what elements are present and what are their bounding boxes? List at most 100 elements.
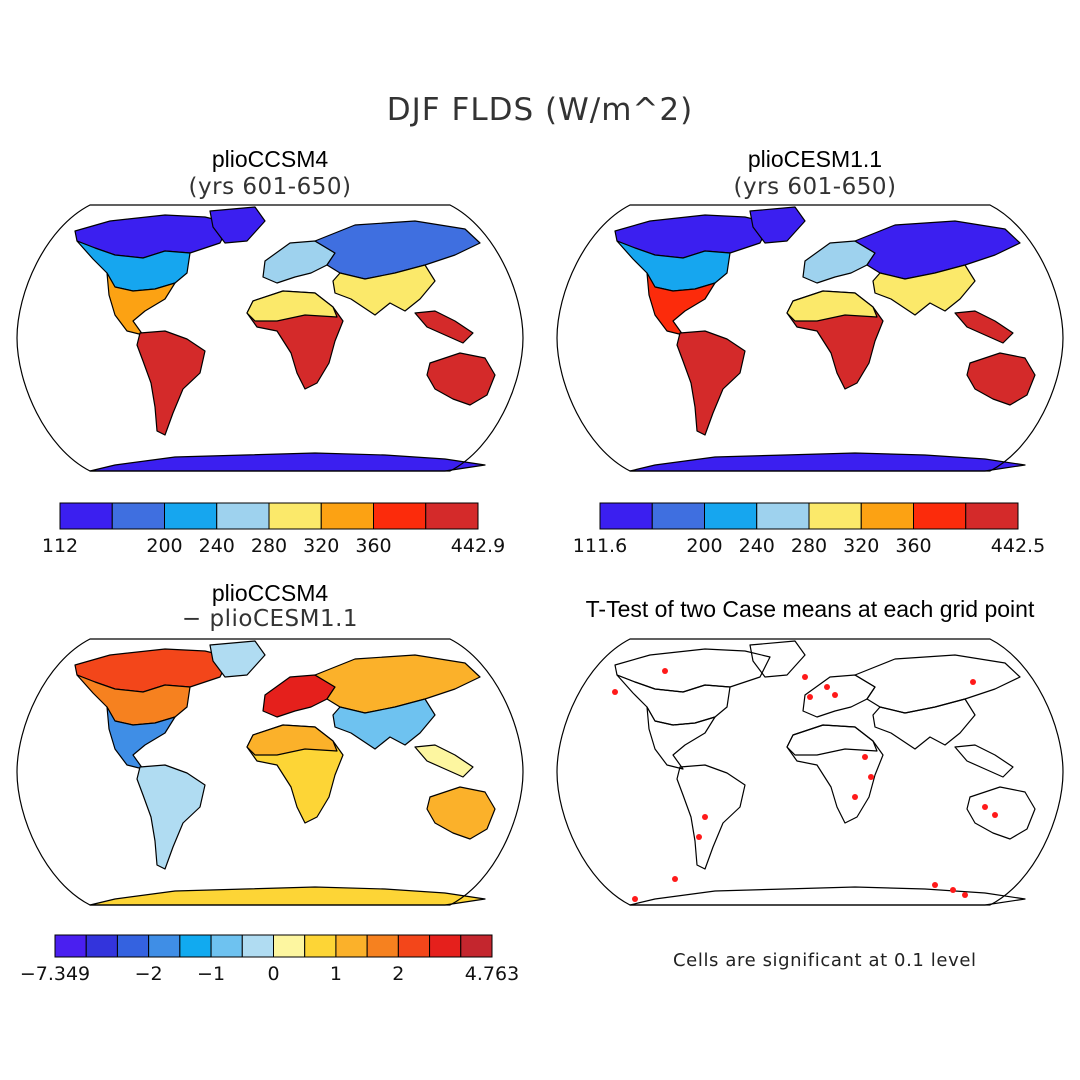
region-asia_south: [872, 264, 976, 316]
colorbar-tick-label: 200: [146, 535, 183, 557]
region-seasia: [954, 744, 1014, 778]
panel2-subtitle: (yrs 601-650): [733, 174, 897, 200]
colorbar-swatch: [210, 934, 243, 958]
significant-cell: [992, 812, 998, 818]
significant-cell: [832, 692, 838, 698]
significant-cell: [862, 754, 868, 760]
region-namerica_south: [106, 272, 176, 336]
region-europe: [262, 240, 336, 284]
colorbar-swatch: [366, 934, 399, 958]
colorbar-2: 111.6 200 240 280 320 360 442.5: [573, 502, 1045, 563]
region-namerica_south: [646, 706, 716, 770]
colorbar-1-swatches: [59, 502, 479, 530]
colorbar-swatch: [599, 502, 653, 530]
region-samerica: [676, 764, 746, 870]
colorbar-swatch: [273, 934, 306, 958]
colorbar-swatch: [913, 502, 967, 530]
significant-cell: [824, 684, 830, 690]
colorbar-swatch: [59, 502, 113, 530]
significant-cell: [962, 892, 968, 898]
significant-cell: [852, 794, 858, 800]
colorbar-swatch: [860, 502, 914, 530]
significant-cell: [612, 689, 618, 695]
region-europe: [802, 240, 876, 284]
region-africa_north: [246, 290, 338, 322]
region-africa_north: [786, 724, 878, 756]
colorbar-tick-label: 111.6: [572, 535, 628, 557]
colorbar-swatch: [320, 502, 374, 530]
region-australia: [426, 786, 496, 840]
colorbar-2-swatches: [599, 502, 1019, 530]
significant-cell: [868, 774, 874, 780]
map-panel-4: [556, 638, 1064, 906]
colorbar-swatch: [335, 934, 368, 958]
colorbar-swatch: [241, 934, 275, 958]
colorbar-1-labels: 112 200 240 280 320 360 442.9: [42, 535, 505, 559]
colorbar-tick-label: 112: [41, 535, 79, 557]
colorbar-swatch: [460, 934, 493, 958]
significant-cell: [802, 674, 808, 680]
significant-cell: [950, 887, 956, 893]
colorbar-swatch: [116, 934, 150, 958]
significant-cell: [672, 876, 678, 882]
region-seasia: [414, 744, 474, 778]
significant-cell: [932, 882, 938, 888]
map-panel-1: [16, 204, 524, 472]
colorbar-tick-label: 1: [329, 963, 342, 985]
colorbar-swatch: [965, 502, 1019, 530]
region-seasia: [954, 310, 1014, 344]
colorbar-3: −7.349 −2 −1 0 1 2 4.763: [20, 934, 519, 995]
region-seasia: [414, 310, 474, 344]
colorbar-tick-label: −7.349: [19, 963, 91, 985]
region-greenland: [749, 206, 806, 244]
colorbar-swatch: [179, 934, 212, 958]
region-greenland: [209, 206, 266, 244]
significant-cell: [807, 694, 813, 700]
map-panel-3: [16, 638, 524, 906]
colorbar-tick-label: 320: [843, 535, 880, 557]
colorbar-2-labels: 111.6 200 240 280 320 360 442.5: [573, 535, 1045, 559]
colorbar-swatch: [373, 502, 427, 530]
colorbar-swatch: [111, 502, 165, 530]
region-australia: [966, 352, 1036, 406]
panel3-title: plioCCSM4: [211, 580, 329, 606]
colorbar-tick-label: 200: [686, 535, 723, 557]
colorbar-swatch: [397, 934, 431, 958]
figure-title: DJF FLDS (W/m^2): [386, 92, 694, 128]
colorbar-swatch: [704, 502, 758, 530]
significant-cell: [662, 668, 668, 674]
region-samerica: [136, 330, 206, 436]
panel1-subtitle: (yrs 601-650): [188, 174, 352, 200]
colorbar-tick-label: 240: [198, 535, 235, 557]
significant-cell: [702, 814, 708, 820]
panel1-title: plioCCSM4: [211, 146, 329, 172]
panel2-title: plioCESM1.1: [747, 146, 883, 172]
significant-cell: [970, 679, 976, 685]
colorbar-tick-label: −1: [197, 963, 226, 985]
colorbar-swatch: [268, 502, 322, 530]
panel3-subtitle: − plioCESM1.1: [181, 606, 359, 632]
region-europe: [802, 674, 876, 718]
panel4-title: T-Test of two Case means at each grid po…: [585, 596, 1035, 622]
region-greenland: [749, 640, 806, 678]
colorbar-tick-label: 280: [790, 535, 828, 557]
colorbar-tick-label: 4.763: [464, 963, 520, 985]
region-australia: [966, 786, 1036, 840]
region-asia_south: [332, 264, 436, 316]
colorbar-swatch: [808, 502, 862, 530]
colorbar-3-labels: −7.349 −2 −1 0 1 2 4.763: [20, 963, 519, 987]
significant-cell: [982, 804, 988, 810]
colorbar-swatch: [148, 934, 181, 958]
region-asia_south: [332, 698, 436, 750]
region-namerica_south: [646, 272, 716, 336]
colorbar-swatch: [54, 934, 87, 958]
region-samerica: [676, 330, 746, 436]
colorbar-tick-label: 442.9: [450, 535, 506, 557]
region-asia_south: [872, 698, 976, 750]
significance-note: Cells are significant at 0.1 level: [673, 950, 977, 971]
colorbar-swatch: [304, 934, 337, 958]
colorbar-tick-label: 360: [895, 535, 932, 557]
colorbar-swatch: [651, 502, 705, 530]
region-africa_north: [786, 290, 878, 322]
region-samerica: [136, 764, 206, 870]
